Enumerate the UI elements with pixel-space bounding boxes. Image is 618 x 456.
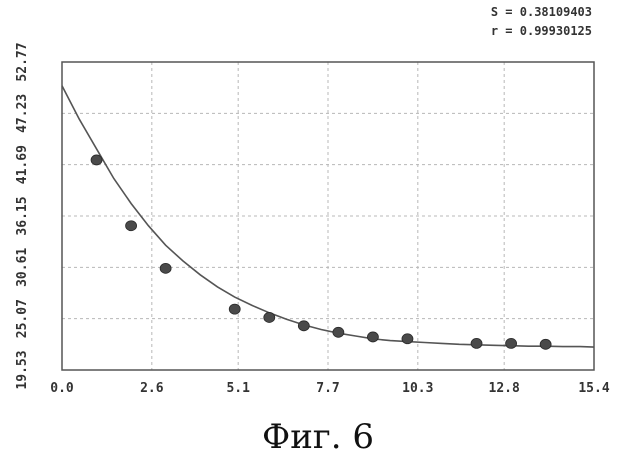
stat-s-value: S = 0.38109403 — [491, 5, 592, 19]
data-point — [367, 332, 378, 342]
data-point — [506, 338, 517, 348]
x-tick-label: 7.7 — [316, 381, 339, 396]
x-tick-label: 12.8 — [489, 381, 520, 396]
y-tick-label: 36.15 — [15, 196, 30, 235]
x-tick-label: 0.0 — [50, 381, 74, 396]
y-tick-label: 19.53 — [15, 350, 30, 389]
figure-caption: Фиг. 6 — [262, 417, 374, 456]
data-point — [160, 263, 171, 273]
x-tick-label: 15.4 — [578, 381, 609, 396]
stat-r-value: r = 0.99930125 — [491, 24, 592, 38]
x-tick-label: 10.3 — [402, 381, 433, 396]
y-tick-label: 52.77 — [15, 42, 30, 81]
data-point — [402, 334, 413, 344]
x-axis-ticks: 0.0 2.6 5.1 7.7 10.3 12.8 15.4 — [50, 381, 610, 396]
x-tick-label: 2.6 — [140, 381, 164, 396]
y-tick-label: 47.23 — [15, 94, 30, 133]
data-point — [333, 327, 344, 337]
y-tick-label: 30.61 — [15, 248, 30, 287]
data-point — [126, 221, 137, 231]
data-point — [229, 304, 240, 314]
data-points — [91, 155, 551, 349]
y-tick-label: 41.69 — [15, 145, 30, 184]
y-axis-ticks: 19.53 25.07 30.61 36.15 41.69 47.23 52.77 — [15, 42, 30, 389]
data-point — [264, 312, 275, 322]
data-point — [540, 339, 551, 349]
x-tick-label: 5.1 — [226, 381, 250, 396]
data-point — [298, 321, 309, 331]
y-tick-label: 25.07 — [15, 299, 30, 338]
data-point — [471, 338, 482, 348]
data-point — [91, 155, 102, 165]
